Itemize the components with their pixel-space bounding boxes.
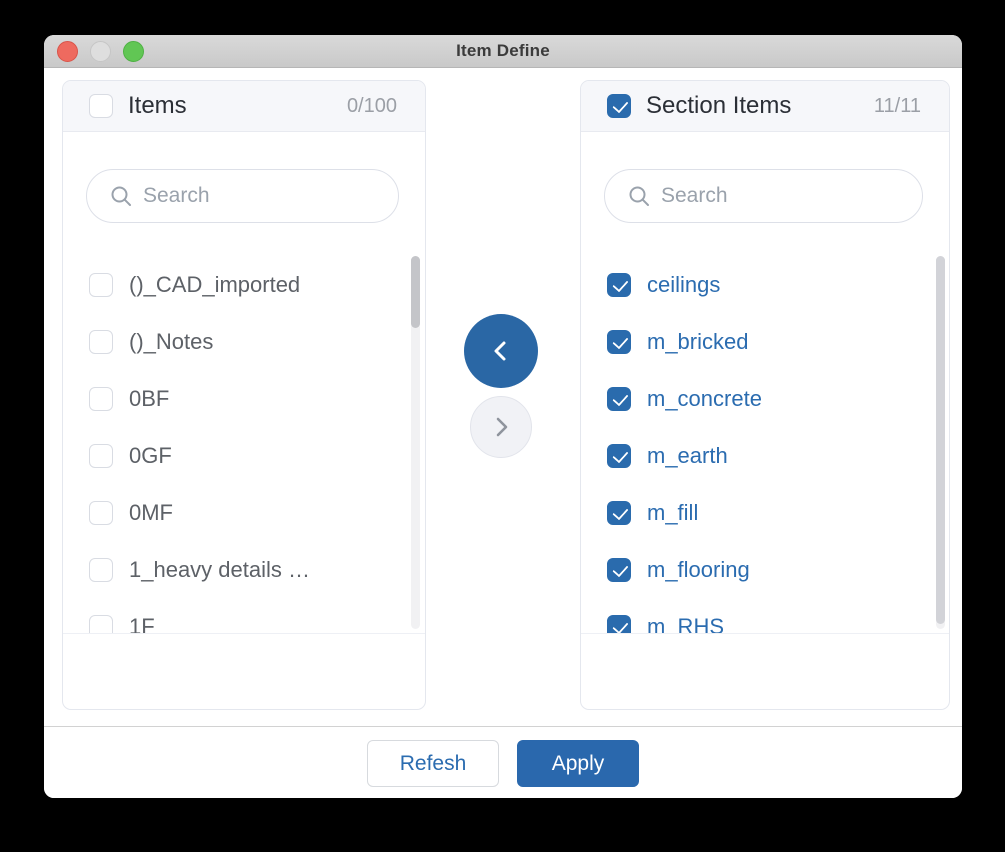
section-items-list[interactable]: ceilings m_bricked m_concrete m_earth m_… <box>581 251 949 634</box>
list-item[interactable]: m_earth <box>581 427 949 484</box>
item-checkbox[interactable] <box>89 614 113 633</box>
items-list[interactable]: ()_CAD_imported ()_Notes 0BF 0GF 0MF 1_h… <box>63 251 425 634</box>
list-item[interactable]: 0BF <box>63 370 425 427</box>
section-items-panel-header: Section Items 11/11 <box>581 81 949 132</box>
section-items-panel-title: Section Items <box>646 92 792 119</box>
section-items-search-input[interactable] <box>661 184 904 208</box>
items-panel-header: Items 0/100 <box>63 81 425 132</box>
item-checkbox[interactable] <box>607 614 631 633</box>
list-item[interactable]: 1F <box>63 598 425 634</box>
chevron-right-icon <box>496 417 508 437</box>
item-label: 0GF <box>129 442 172 468</box>
zoom-icon[interactable] <box>123 41 144 62</box>
minimize-icon[interactable] <box>90 41 111 62</box>
section-items-scrollbar-thumb[interactable] <box>936 256 945 624</box>
items-count: 0/100 <box>346 94 397 117</box>
item-checkbox[interactable] <box>89 329 113 354</box>
search-icon <box>629 186 649 206</box>
list-item[interactable]: ()_CAD_imported <box>63 256 425 313</box>
window-title: Item Define <box>456 41 550 60</box>
close-icon[interactable] <box>57 41 78 62</box>
section-items-panel: Section Items 11/11 ceilings m_bricked m… <box>580 80 950 710</box>
item-label: 1_heavy details … <box>129 556 310 582</box>
item-checkbox[interactable] <box>607 557 631 582</box>
list-item[interactable]: m_concrete <box>581 370 949 427</box>
item-label: ()_Notes <box>129 328 214 354</box>
list-item[interactable]: m_bricked <box>581 313 949 370</box>
chevron-left-icon <box>494 341 506 361</box>
item-checkbox[interactable] <box>607 386 631 411</box>
titlebar[interactable]: Item Define <box>44 35 962 68</box>
footer: Refesh Apply <box>44 727 962 798</box>
section-items-search-box[interactable] <box>604 169 923 223</box>
refresh-button[interactable]: Refesh <box>367 740 499 787</box>
item-label: ceilings <box>647 271 721 297</box>
item-label: 1F <box>129 613 155 634</box>
items-scrollbar[interactable] <box>411 256 420 629</box>
items-select-all-checkbox[interactable] <box>89 94 113 118</box>
item-checkbox[interactable] <box>607 329 631 354</box>
item-label: m_fill <box>647 499 699 525</box>
section-items-count: 11/11 <box>873 94 921 117</box>
list-item[interactable]: 1_heavy details … <box>63 541 425 598</box>
item-label: m_flooring <box>647 556 750 582</box>
item-define-dialog: Item Define Items 0/100 ()_CAD_im <box>44 35 962 798</box>
item-checkbox[interactable] <box>89 386 113 411</box>
traffic-lights <box>57 41 144 62</box>
item-label: m_concrete <box>647 385 762 411</box>
items-panel: Items 0/100 ()_CAD_imported ()_Notes 0BF… <box>62 80 426 710</box>
list-item[interactable]: ()_Notes <box>63 313 425 370</box>
section-items-scrollbar[interactable] <box>936 256 945 629</box>
item-label: 0BF <box>129 385 170 411</box>
move-to-left-button[interactable] <box>464 314 538 388</box>
item-label: m_bricked <box>647 328 749 354</box>
items-scrollbar-thumb[interactable] <box>411 256 420 328</box>
list-item[interactable]: 0MF <box>63 484 425 541</box>
item-checkbox[interactable] <box>607 272 631 297</box>
move-to-right-button[interactable] <box>470 396 532 458</box>
item-checkbox[interactable] <box>89 500 113 525</box>
item-checkbox[interactable] <box>89 443 113 468</box>
items-search-box[interactable] <box>86 169 399 223</box>
apply-button[interactable]: Apply <box>517 740 639 787</box>
search-icon <box>111 186 131 206</box>
section-items-select-all-checkbox[interactable] <box>607 94 631 118</box>
list-item[interactable]: m_flooring <box>581 541 949 598</box>
items-panel-title: Items <box>128 92 187 119</box>
item-label: ()_CAD_imported <box>129 271 301 297</box>
item-checkbox[interactable] <box>89 557 113 582</box>
list-item[interactable]: m_fill <box>581 484 949 541</box>
list-item[interactable]: 0GF <box>63 427 425 484</box>
list-item[interactable]: ceilings <box>581 256 949 313</box>
list-item[interactable]: m_RHS <box>581 598 949 634</box>
item-checkbox[interactable] <box>607 443 631 468</box>
item-label: m_RHS <box>647 613 725 634</box>
footer-divider <box>44 726 962 727</box>
items-search-input[interactable] <box>143 184 380 208</box>
item-label: m_earth <box>647 442 728 468</box>
item-label: 0MF <box>129 499 173 525</box>
item-checkbox[interactable] <box>89 272 113 297</box>
item-checkbox[interactable] <box>607 500 631 525</box>
